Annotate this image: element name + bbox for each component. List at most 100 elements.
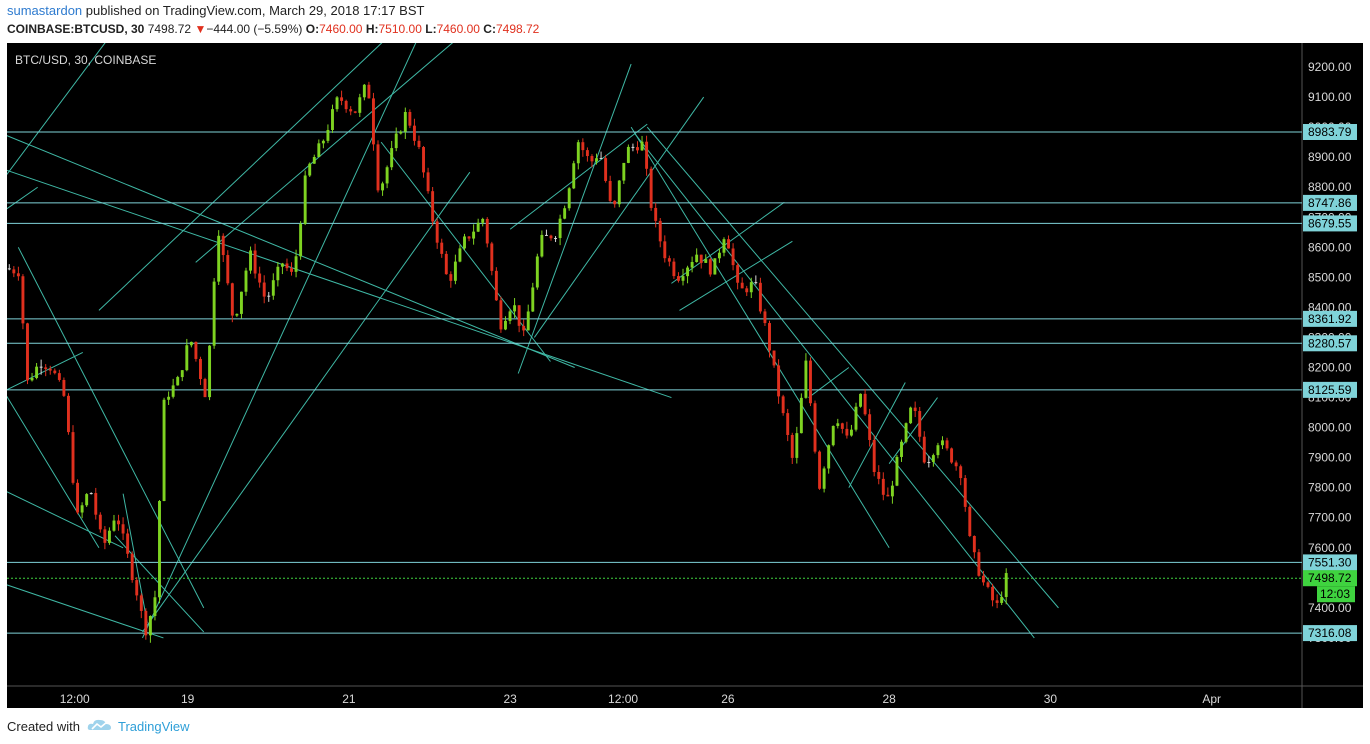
y-tick-label: 8800.00 (1308, 180, 1352, 194)
candle-body (799, 397, 803, 434)
candle-body (617, 180, 621, 205)
candle-body (881, 478, 885, 495)
candle-body (235, 313, 239, 316)
y-tick-label: 8500.00 (1308, 270, 1352, 284)
trendline (7, 169, 672, 399)
candle-body (221, 235, 225, 256)
candle-body (349, 109, 353, 112)
candle-body (66, 395, 70, 433)
candle-body (890, 485, 894, 497)
candle-body (94, 493, 98, 515)
candle-body (599, 158, 603, 160)
trendline (7, 584, 164, 639)
candle-body (622, 162, 626, 181)
level-labels: 8983.79 8747.86 8679.55 8361.92 8280.57 8125.… (1303, 124, 1357, 642)
x-tick-label: 19 (181, 692, 195, 706)
level-price-tag (1303, 625, 1357, 642)
author-link[interactable]: sumastardon (7, 3, 83, 18)
candle-body (385, 167, 389, 184)
candle-body (440, 242, 444, 254)
candle-body (972, 536, 976, 553)
candle-body (859, 393, 862, 407)
candle-body (285, 263, 289, 269)
plot-area[interactable] (7, 43, 1302, 686)
candle-body (499, 300, 503, 330)
candle-body (809, 360, 812, 404)
trendline (380, 141, 551, 362)
candle-body (640, 141, 644, 151)
time-axis[interactable] (7, 686, 1302, 708)
level-price-tag (1303, 554, 1357, 571)
candle-body (57, 373, 61, 380)
candle-body (854, 406, 858, 430)
candle-body (381, 183, 385, 191)
level-price-tag (1303, 124, 1357, 141)
candle-body (736, 265, 740, 283)
candle-body (367, 84, 371, 99)
y-tick-label: 8600.00 (1308, 240, 1352, 254)
close-label: C: (483, 22, 496, 36)
candle-body (845, 428, 849, 436)
time-ticks: 12:00 19 21 23 12:00 26 28 30 Apr (60, 692, 1221, 706)
candle-body (89, 493, 93, 495)
candle-body (358, 97, 362, 113)
candle-body (904, 423, 908, 442)
candle-body (581, 142, 585, 151)
candle-body (294, 256, 298, 272)
candle-body (840, 423, 844, 429)
candle-body (895, 456, 899, 486)
candle-body (786, 413, 790, 435)
level-price-text: 8280.57 (1308, 336, 1352, 350)
candle-body (667, 258, 671, 262)
level-price-text: 8679.55 (1308, 216, 1352, 230)
candle-body (189, 341, 193, 346)
candle-body (249, 250, 253, 271)
price-chart[interactable]: 9200.009100.009000.008900.008800.008700.… (0, 42, 1370, 708)
y-tick-label: 9100.00 (1308, 90, 1352, 104)
tradingview-cloud-icon (87, 719, 111, 730)
change-text: −444.00 (−5.59%) (206, 22, 303, 36)
trendline (142, 43, 417, 639)
candle-body (185, 345, 189, 371)
y-tick-label: 9200.00 (1308, 60, 1352, 74)
candle-body (731, 248, 735, 266)
candle-body (991, 586, 995, 601)
candle-body (790, 434, 794, 458)
candle-body (144, 610, 148, 636)
candle-body (317, 143, 321, 158)
candle-body (695, 254, 699, 262)
close-value: 7498.72 (495, 22, 540, 36)
candle-body (426, 172, 430, 192)
candle-body (950, 448, 954, 463)
candle-body (713, 258, 717, 275)
trendline (7, 395, 100, 549)
candle-body (995, 600, 999, 603)
candle-body (417, 140, 421, 148)
trendline (679, 240, 793, 311)
candle-body (180, 370, 184, 378)
publish-info: sumastardon published on TradingView.com… (7, 3, 424, 18)
trendline (646, 126, 1059, 609)
candles (7, 81, 1008, 643)
candle-body (344, 100, 348, 110)
candle-body (280, 263, 284, 267)
candle-body (326, 129, 330, 141)
x-tick-label: Apr (1202, 692, 1221, 706)
candle-body (526, 311, 530, 331)
chart-title: BTC/USD, 30, COINBASE (15, 53, 156, 67)
candle-body (194, 341, 198, 359)
candle-body (781, 396, 785, 414)
candle-body (1000, 597, 1004, 603)
tradingview-link[interactable]: TradingView (118, 719, 190, 734)
level-price-tag (1303, 381, 1357, 398)
candle-body (590, 156, 594, 162)
candle-body (827, 445, 831, 469)
candle-body (303, 175, 307, 224)
candle-body (408, 111, 412, 126)
candle-body (244, 270, 248, 292)
candle-body (745, 288, 749, 293)
candle-body (212, 281, 216, 346)
candle-body (936, 445, 940, 456)
x-tick-label: 30 (1044, 692, 1058, 706)
candle-body (467, 236, 471, 239)
